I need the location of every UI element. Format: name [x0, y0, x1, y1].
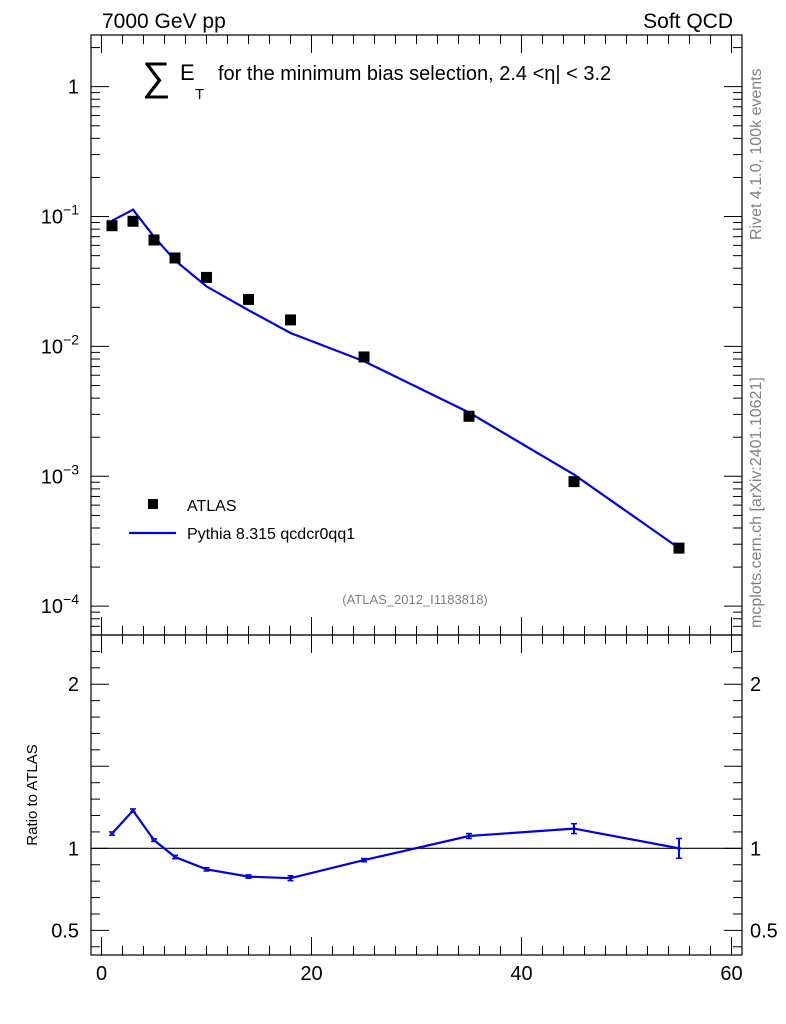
ratio-point [677, 846, 681, 851]
ratio-point [173, 855, 177, 859]
header-right-label: Soft QCD [643, 10, 733, 33]
main-ytick-label: 10−1 [41, 202, 79, 229]
atlas-data-point [169, 252, 181, 264]
title-text: for the minimum bias selection, 2.4 <η| … [218, 63, 611, 85]
atlas-data-point [463, 410, 475, 422]
analysis-id-label: (ATLAS_2012_I1183818) [342, 592, 488, 607]
ratio-xtick-label: 20 [300, 963, 322, 985]
ratio-ytick-label-right: 0.5 [750, 920, 778, 942]
atlas-data-point [148, 234, 160, 246]
legend-data-marker [148, 499, 158, 509]
mc-series-line [111, 208, 680, 550]
main-plot-frame [90, 34, 743, 636]
main-ytick-label: 10−2 [41, 331, 79, 358]
ratio-ytick-label-left: 1 [68, 838, 79, 860]
main-ytick-label: 1 [68, 77, 79, 99]
main-ytick-label: 10−4 [41, 591, 79, 618]
header-left-label: 7000 GeV pp [102, 10, 226, 33]
ratio-xtick-label: 60 [720, 963, 742, 985]
legend-mc-label: Pythia 8.315 qcdcr0qq1 [187, 526, 355, 543]
ratio-point [131, 808, 135, 813]
ratio-point [204, 867, 209, 872]
main-ytick-label: 10−3 [41, 461, 79, 488]
ratio-point [152, 838, 156, 842]
ratio-xtick-label: 40 [510, 963, 532, 985]
legend: ATLAS Pythia 8.315 qcdcr0qq1 [129, 498, 355, 543]
rivet-label: Rivet 4.1.0, 100k events [748, 68, 765, 240]
atlas-data-point [106, 220, 118, 232]
ratio-axes: 0 20 40 60 0.5 0.5 1 1 2 2 [51, 635, 778, 985]
title-sum-symbol: ∑ [142, 55, 171, 99]
ratio-ytick-label-left: 2 [68, 674, 79, 696]
title-e-letter: E [180, 60, 195, 85]
title-subscript-t: T [195, 86, 204, 103]
ratio-point [288, 876, 293, 880]
ratio-point [362, 858, 366, 862]
main-axes: 1 10−1 10−2 10−3 10−4 [41, 35, 742, 636]
legend-data-label: ATLAS [187, 498, 237, 515]
main-series [106, 208, 685, 554]
atlas-data-point [568, 476, 580, 488]
ratio-point [246, 874, 251, 879]
atlas-data-point [243, 293, 254, 305]
ratio-ytick-label-right: 2 [750, 674, 761, 696]
atlas-data-point [201, 271, 212, 283]
atlas-data-point [285, 314, 296, 326]
ratio-series-line [111, 808, 680, 880]
mcplots-label: mcplots.cern.ch [arXiv:2401.10621] [748, 377, 765, 628]
ratio-point [467, 834, 471, 838]
atlas-data-point [673, 542, 685, 554]
atlas-data-point [358, 351, 370, 363]
ratio-point [110, 831, 114, 836]
ratio-xtick-label: 0 [96, 963, 107, 985]
ratio-ylabel: Ratio to ATLAS [24, 744, 41, 845]
ratio-ytick-label-left: 0.5 [51, 920, 79, 942]
ratio-plot-frame [90, 634, 743, 956]
chart-title: ∑ E T for the minimum bias selection, 2.… [142, 55, 611, 103]
ratio-series [109, 808, 682, 882]
ratio-ytick-label-right: 1 [750, 838, 761, 860]
atlas-data-point [127, 215, 139, 227]
ratio-point [572, 826, 576, 831]
